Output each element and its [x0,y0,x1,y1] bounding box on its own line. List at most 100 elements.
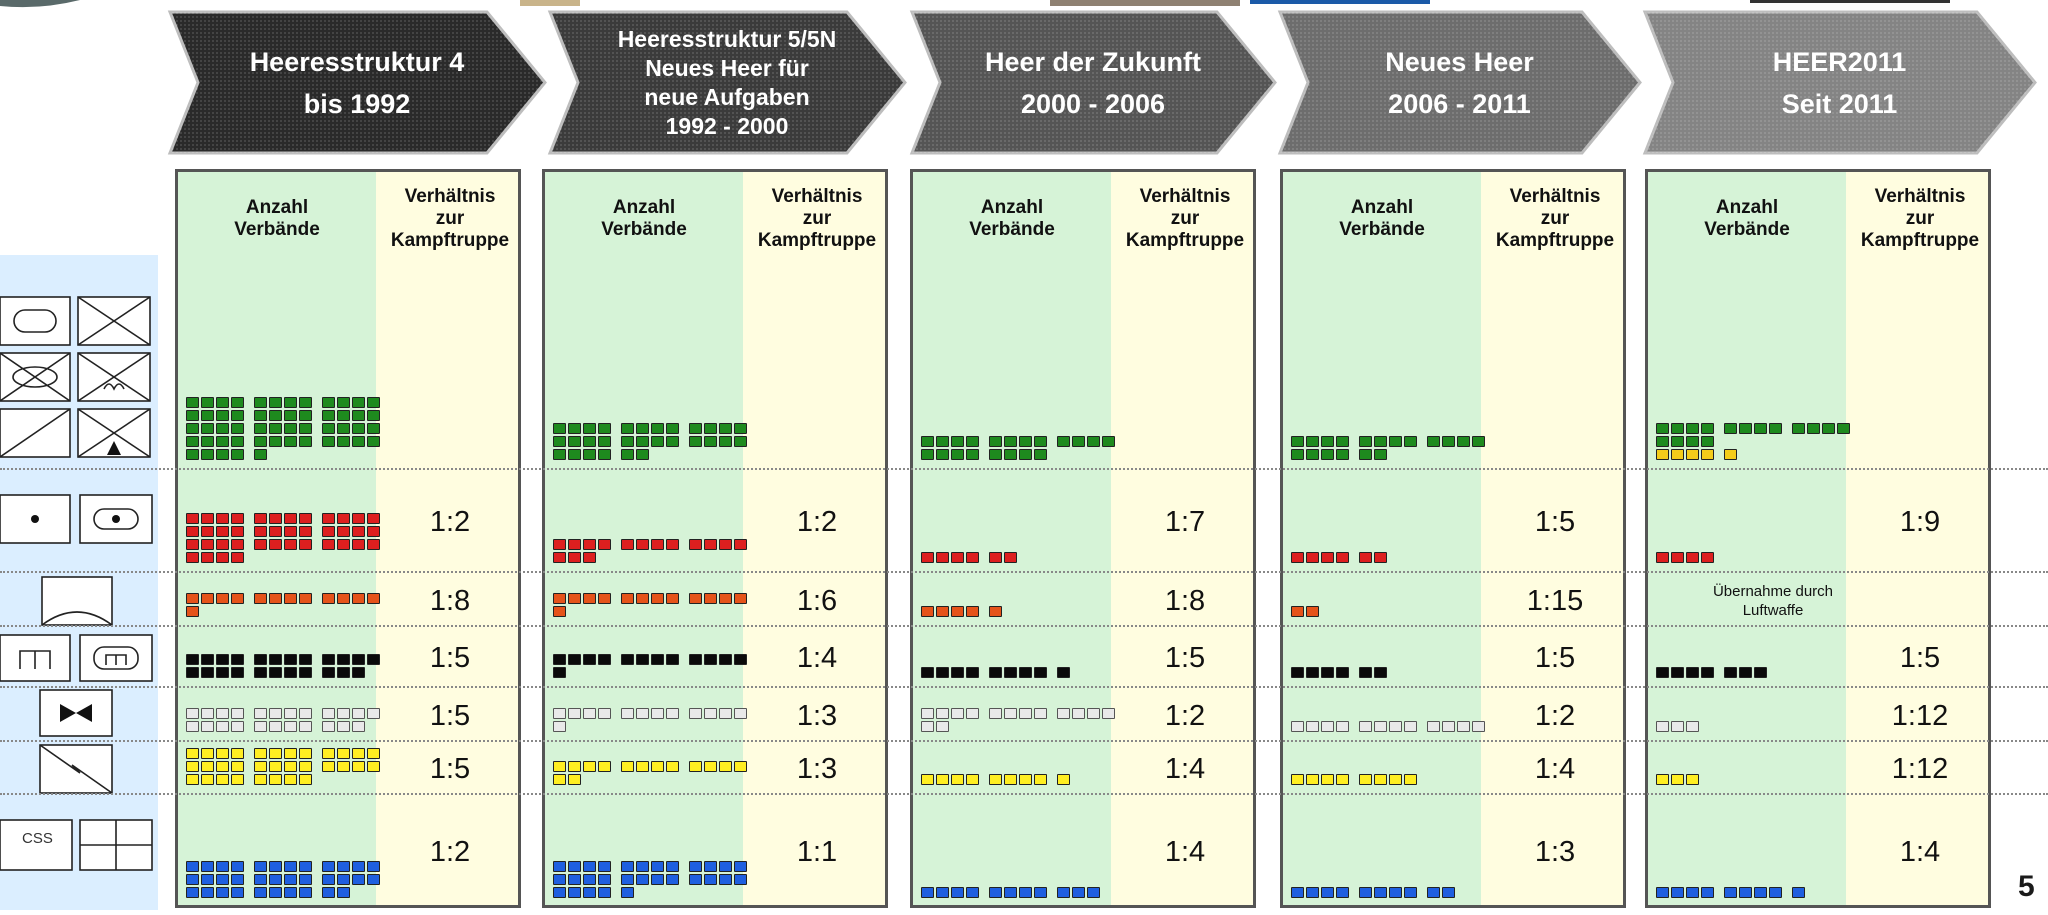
unit-square [568,552,581,563]
unit-square-support [1724,449,1737,460]
header-line: zur [435,208,465,229]
ratio-value: 1:7 [1164,506,1206,538]
unit-square [216,449,229,460]
unit-square [299,761,312,772]
unit-square [254,874,267,885]
unit-square [636,654,649,665]
unit-square [322,593,335,604]
unit-square [186,606,199,617]
infantry-symbol-icon [77,296,151,346]
unit-square [201,423,214,434]
cavalry-recon-symbol-icon [0,408,71,458]
unit-square [299,526,312,537]
unit-square [583,874,596,885]
unit-square [1837,423,1850,434]
unit-square [284,397,297,408]
unit-square [186,748,199,759]
unit-square [936,436,949,447]
unit-square [553,552,566,563]
unit-square [989,552,1002,563]
row-separator [0,740,2048,742]
unit-square [1057,887,1070,898]
unit-square [231,423,244,434]
unit-square [936,667,949,678]
unit-square [621,861,634,872]
ratio-header: Verhältnis zur Kampftruppe [1111,186,1253,252]
unit-square [299,423,312,434]
ratio-value: 1:15 [1526,584,1584,617]
unit-square [651,593,664,604]
unit-square [299,539,312,550]
unit-square [921,436,934,447]
unit-square [989,708,1002,719]
unit-count-column [1648,172,1846,905]
unit-square [254,423,267,434]
unit-square [269,708,282,719]
unit-square [1321,667,1334,678]
unit-square [299,667,312,678]
unit-square [284,874,297,885]
unit-square [337,593,350,604]
unit-square [553,874,566,885]
unit-square [337,708,350,719]
ratio-header: Verhältnis zur Kampftruppe [376,186,518,252]
unit-square [1321,774,1334,785]
unit-square [1306,721,1319,732]
unit-square [598,761,611,772]
unit-square [1291,667,1304,678]
unit-square [201,721,214,732]
unit-square [1724,887,1737,898]
note-line: Luftwaffe [1742,602,1804,619]
unit-square-support [1671,449,1684,460]
unit-square [269,436,282,447]
unit-square [337,654,350,665]
unit-square [598,449,611,460]
ratio-value: 1:2 [1164,699,1206,732]
unit-square [322,721,335,732]
signals-symbol-icon [39,689,113,737]
unit-square [254,513,267,524]
unit-square [636,874,649,885]
unit-square [1671,721,1684,732]
unit-square [1427,887,1440,898]
unit-square [1686,423,1699,434]
unit-square [734,539,747,550]
unit-square [1034,774,1047,785]
unit-square [284,526,297,537]
unit-square [719,593,732,604]
unit-square [568,861,581,872]
unit-square [1034,449,1047,460]
unit-square [1686,436,1699,447]
unit-square [689,436,702,447]
unit-square [598,887,611,898]
unit-square [216,721,229,732]
unit-square [1004,436,1017,447]
header-line: Anzahl [980,197,1044,218]
unit-square [201,526,214,537]
unit-square [216,410,229,421]
unit-square [337,397,350,408]
unit-square [704,423,717,434]
unit-square [704,436,717,447]
unit-square [553,436,566,447]
unit-square [583,539,596,550]
unit-square [583,654,596,665]
unit-square [966,774,979,785]
self-propelled-artillery-symbol-icon [79,494,153,544]
ratio-value: 1:4 [1164,836,1206,868]
unit-square [1336,436,1349,447]
unit-square [216,539,229,550]
unit-square [734,423,747,434]
unit-square [1034,887,1047,898]
unit-square [689,761,702,772]
unit-square [704,708,717,719]
unit-square [254,449,267,460]
unit-square [583,887,596,898]
unit-square [598,423,611,434]
unit-square [284,861,297,872]
unit-square [621,539,634,550]
unit-square [1792,887,1805,898]
ratio-column [743,172,885,905]
unit-square [299,748,312,759]
unit-square [269,861,282,872]
